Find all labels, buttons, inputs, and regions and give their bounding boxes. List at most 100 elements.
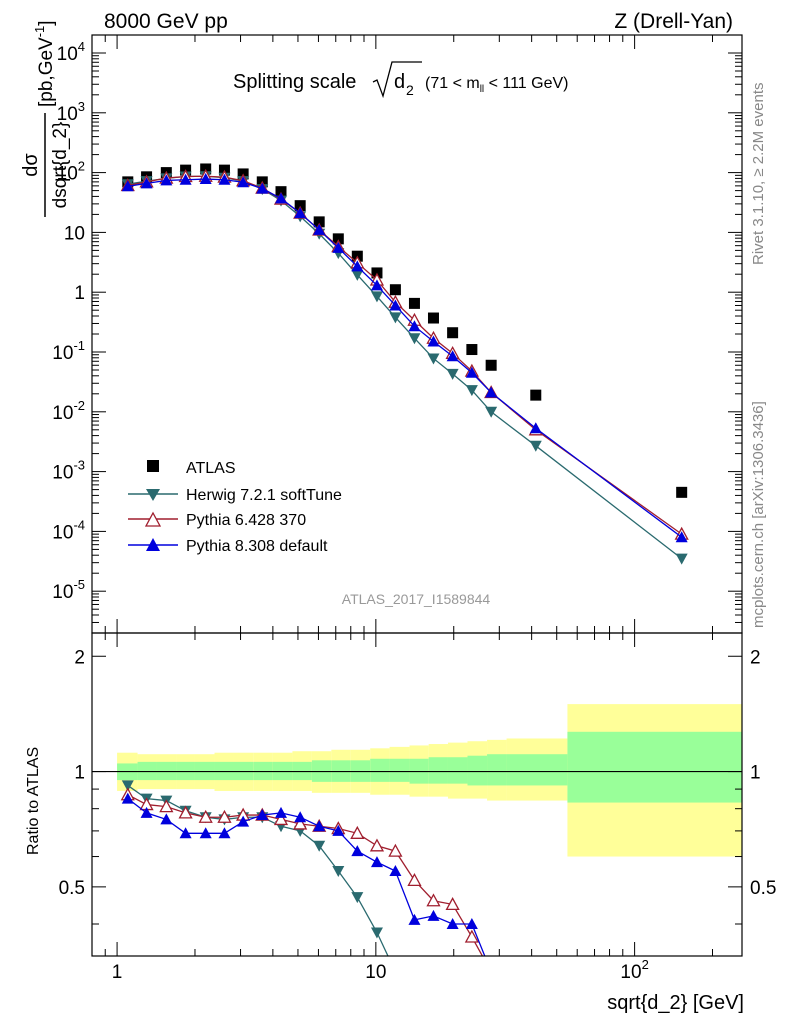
header-left: 8000 GeV pp bbox=[104, 10, 228, 33]
point-pythia-8-308-default bbox=[199, 173, 212, 185]
band-green-13 bbox=[370, 758, 390, 782]
y-tick-exp: -3 bbox=[73, 458, 85, 473]
ratio-point-pythia-8-308-default bbox=[446, 917, 459, 929]
legend-entry-herwig: Herwig 7.2.1 softTune bbox=[128, 487, 342, 504]
point-pythia-8-308-default bbox=[313, 223, 326, 235]
ratio-panel-frame bbox=[91, 632, 743, 957]
point-herwig-7-2-1-softtune bbox=[351, 269, 364, 281]
title-range-post: < 111 GeV) bbox=[484, 75, 568, 92]
band-green-20 bbox=[506, 754, 568, 786]
ratio-point-pythia-8-308-default bbox=[351, 845, 364, 857]
ratio-point-pythia-6-428-370 bbox=[273, 812, 289, 826]
ratio-point-pythia-8-308-default bbox=[294, 811, 307, 823]
y-tick-label: 102 bbox=[57, 159, 85, 185]
side-label-upper: Rivet 3.1.10, ≥ 2.2M events bbox=[750, 83, 767, 266]
point-pythia-8-308-default bbox=[389, 299, 402, 311]
ratio-point-pythia-6-428-370 bbox=[159, 799, 174, 813]
y-tick-base: 10 bbox=[52, 463, 73, 484]
point-pythia-8-308-default bbox=[121, 180, 134, 192]
y-tick-base: 10 bbox=[52, 522, 73, 543]
point-pythia-8-308-default bbox=[465, 366, 478, 378]
legend-label-atlas: ATLAS bbox=[186, 460, 236, 477]
header-right: Z (Drell-Yan) bbox=[614, 10, 733, 33]
y-tick-exp: 4 bbox=[78, 39, 85, 54]
title-main: Splitting scale bbox=[233, 71, 356, 93]
y-tick-base: 10 bbox=[52, 403, 73, 424]
ratio-point-pythia-6-428-370 bbox=[485, 966, 497, 977]
y-tick-base: 10 bbox=[52, 343, 73, 364]
band-green-17 bbox=[447, 757, 468, 784]
line-pythia-6-428-370 bbox=[127, 175, 683, 535]
y-tick-base: 10 bbox=[52, 582, 73, 603]
point-pythia-8-308-default bbox=[332, 241, 345, 253]
ratio-series-pythia-8-308-default bbox=[121, 792, 486, 956]
ratio-point-pythia-8-308-default bbox=[389, 865, 402, 877]
point-herwig-7-2-1-softtune bbox=[446, 368, 459, 380]
legend-label-pythia8: Pythia 8.308 default bbox=[186, 538, 328, 555]
band-green-21 bbox=[567, 731, 742, 803]
legend-marker-herwig bbox=[146, 489, 160, 501]
point-atlas bbox=[485, 359, 497, 371]
y-tick-label: 10-1 bbox=[52, 338, 85, 364]
point-atlas bbox=[332, 233, 344, 245]
point-herwig-7-2-1-softtune bbox=[529, 440, 542, 452]
point-atlas bbox=[427, 312, 439, 324]
point-pythia-8-308-default bbox=[446, 350, 459, 362]
band-green-14 bbox=[389, 758, 410, 782]
point-pythia-8-308-default bbox=[351, 260, 364, 272]
point-pythia-8-308-default bbox=[370, 279, 383, 291]
point-herwig-7-2-1-softtune bbox=[465, 385, 478, 397]
point-pythia-8-308-default bbox=[485, 386, 498, 398]
legend-entry-pythia6: Pythia 6.428 370 bbox=[128, 511, 306, 529]
ratio-point-pythia-8-308-default bbox=[465, 917, 478, 929]
x-tick-label: 10 bbox=[365, 962, 386, 983]
y-tick-label: 10-4 bbox=[52, 517, 85, 543]
ylabel-unit-exp: -1 bbox=[32, 26, 47, 38]
y-tick-exp: -1 bbox=[73, 338, 85, 353]
x-axis-label: sqrt{d_2} [GeV] bbox=[607, 992, 744, 1014]
title-range: (71 < mll < 111 GeV) bbox=[425, 75, 568, 95]
ratio-point-herwig-7-2-1-softtune bbox=[313, 840, 326, 852]
point-atlas bbox=[530, 389, 542, 401]
series-herwig-7-2-1-softtune bbox=[121, 171, 688, 565]
point-pythia-8-308-default bbox=[427, 335, 440, 347]
band-green-19 bbox=[487, 754, 507, 786]
ratio-point-pythia-6-428-370 bbox=[369, 838, 385, 852]
ratio-point-herwig-7-2-1-softtune bbox=[389, 967, 401, 978]
side-label-lower: mcplots.cern.ch [arXiv:1306.3436] bbox=[750, 401, 767, 628]
ratio-point-pythia-6-428-370 bbox=[407, 872, 422, 886]
y-tick-base: 10 bbox=[57, 164, 78, 185]
point-herwig-7-2-1-softtune bbox=[675, 553, 688, 565]
title-sub: d bbox=[394, 71, 405, 93]
point-herwig-7-2-1-softtune bbox=[389, 312, 402, 324]
point-atlas bbox=[676, 486, 688, 498]
y-tick-label: 10 bbox=[64, 223, 85, 244]
legend-label-pythia6: Pythia 6.428 370 bbox=[186, 512, 306, 529]
ratio-point-pythia-8-308-default bbox=[275, 806, 288, 818]
y-tick-label: 104 bbox=[57, 39, 85, 65]
y-tick-exp: -5 bbox=[73, 577, 85, 592]
y-tick-label: 10-2 bbox=[52, 398, 85, 424]
point-atlas bbox=[447, 327, 459, 339]
ylabel-den: dsqrt{d_2} bbox=[50, 122, 71, 209]
legend-marker-pythia6 bbox=[144, 511, 162, 527]
point-atlas bbox=[294, 200, 306, 212]
point-herwig-7-2-1-softtune bbox=[427, 353, 440, 365]
point-pythia-8-308-default bbox=[529, 422, 542, 434]
ratio-point-herwig-7-2-1-softtune bbox=[370, 927, 383, 939]
legend-label-herwig: Herwig 7.2.1 softTune bbox=[186, 487, 342, 504]
ratio-point-pythia-6-428-370 bbox=[445, 897, 460, 911]
ratio-point-pythia-8-308-default bbox=[313, 820, 326, 832]
y-tick-exp: 2 bbox=[78, 159, 85, 174]
series-atlas bbox=[122, 163, 688, 498]
analysis-watermark: ATLAS_2017_I1589844 bbox=[342, 591, 491, 607]
point-pythia-8-308-default bbox=[140, 177, 153, 189]
ratio-point-pythia-6-428-370 bbox=[426, 893, 441, 907]
y-tick-exp: 3 bbox=[78, 99, 85, 114]
y-tick-label: 103 bbox=[57, 99, 85, 125]
y-tick-label: 1 bbox=[74, 283, 85, 304]
ratio-point-pythia-6-428-370 bbox=[464, 929, 479, 943]
ratio-point-pythia-8-308-default bbox=[427, 909, 440, 921]
sqrt-symbol bbox=[372, 61, 422, 99]
